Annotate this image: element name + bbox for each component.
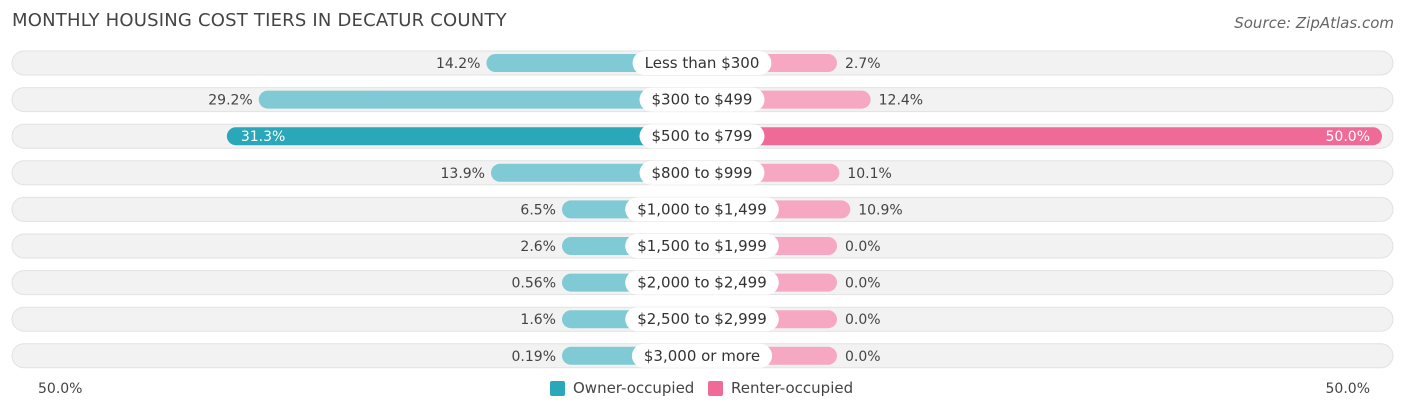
category-pill [639, 87, 765, 112]
legend-owner: Owner-occupied [550, 379, 694, 397]
category-label: $300 to $499 [652, 91, 753, 109]
category-label: $1,000 to $1,499 [637, 200, 767, 218]
category-label: $3,000 or more [644, 347, 760, 365]
category-pill [631, 343, 773, 368]
renter-value-label: 0.0% [845, 239, 881, 255]
owner-bar [226, 127, 702, 146]
category-pill [625, 197, 779, 222]
renter-bar [702, 127, 1382, 146]
renter-value-label: 0.0% [845, 276, 881, 292]
category-label: Less than $300 [645, 54, 760, 72]
category-pill [639, 124, 765, 149]
axis-right-label: 50.0% [1325, 381, 1370, 397]
legend-renter: Renter-occupied [708, 379, 853, 397]
axis-left-label: 50.0% [38, 381, 83, 397]
owner-value-label: 14.2% [436, 56, 480, 72]
renter-value-label: 0.0% [845, 312, 881, 328]
source-label: Source: ZipAtlas.com [1234, 14, 1394, 32]
category-pill [625, 307, 779, 332]
renter-value-label: 10.9% [858, 202, 902, 218]
category-label: $1,500 to $1,999 [637, 237, 767, 255]
renter-swatch-icon [708, 380, 723, 396]
legend: Owner-occupied Renter-occupied [0, 379, 1406, 399]
category-pill [625, 234, 779, 258]
category-pill [632, 51, 772, 75]
renter-value-label: 0.0% [845, 349, 881, 365]
diverging-bar-chart: 14.2% 2.7% Less than $300 29.2% 12.4% $300 to… [11, 50, 1394, 369]
category-pill [625, 270, 779, 295]
owner-value-label: 0.56% [512, 276, 556, 292]
renter-value-label: 2.7% [845, 56, 881, 72]
category-label: $800 to $999 [652, 164, 753, 182]
chart-title: MONTHLY HOUSING COST TIERS IN DECATUR CO… [12, 10, 507, 31]
category-label: $2,000 to $2,499 [637, 274, 767, 292]
owner-value-label: 2.6% [520, 239, 556, 255]
owner-value-label: 13.9% [441, 166, 485, 182]
category-pill [639, 160, 765, 185]
renter-value-label: 50.0% [1326, 129, 1370, 145]
owner-value-label: 0.19% [512, 349, 556, 365]
legend-renter-label: Renter-occupied [731, 379, 854, 397]
renter-value-label: 10.1% [847, 166, 891, 182]
category-label: $2,500 to $2,999 [637, 310, 767, 328]
owner-value-label: 29.2% [208, 93, 252, 109]
owner-bar [258, 90, 702, 109]
owner-value-label: 6.5% [520, 202, 556, 218]
legend-owner-label: Owner-occupied [573, 379, 695, 397]
owner-swatch-icon [550, 380, 565, 396]
category-label: $500 to $799 [652, 127, 753, 145]
owner-value-label: 1.6% [520, 312, 556, 328]
renter-value-label: 12.4% [879, 93, 923, 109]
owner-value-label: 31.3% [241, 129, 285, 145]
